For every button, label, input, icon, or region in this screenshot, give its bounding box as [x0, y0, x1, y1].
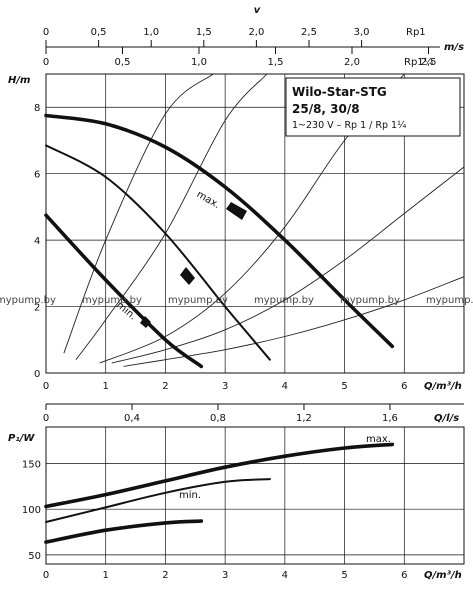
- pump-curve-max: [44, 113, 395, 349]
- main-x-tick-label: 5: [341, 381, 347, 392]
- watermark-text: mypump.by: [340, 295, 400, 306]
- max-speed-marker: [226, 202, 247, 220]
- lps-unit: Q/l/s: [434, 413, 459, 424]
- v-label: v: [254, 5, 261, 16]
- chart-title: Wilo-Star-STG: [292, 85, 387, 99]
- rp114-tick-label: 2,5: [421, 57, 437, 68]
- power-x-ticks: 0 1 2 3 4 5 6: [43, 570, 408, 581]
- power-curve-mid: [45, 478, 271, 523]
- power-y-axis-label: P₁/W: [8, 433, 35, 444]
- lps-ticks: 0 0,4 0,8 1,2 1,6: [43, 404, 398, 424]
- min-speed-marker: [140, 316, 151, 328]
- rp1-tick-label: 0,5: [91, 27, 107, 38]
- watermarks: mypump.by mypump.by mypump.by mypump.by mypu…: [0, 295, 473, 306]
- watermark-text: mypump.by: [82, 295, 142, 306]
- chart-supply: 1~230 V – Rp 1 / Rp 1¼: [292, 120, 406, 131]
- power-curves: [44, 442, 395, 544]
- pump-curve-mid: [45, 144, 271, 361]
- title-box: [285, 77, 461, 137]
- watermark-text: mypump.by: [254, 295, 314, 306]
- rp1-tick-label: 1,5: [196, 27, 212, 38]
- watermark-text: mypump.by: [0, 295, 56, 306]
- main-x-tick-label: 1: [103, 381, 109, 392]
- system-curve: [63, 73, 214, 354]
- pump-curves: [44, 113, 395, 369]
- watermark-text: mypump.by: [168, 295, 228, 306]
- lps-tick-label: 0: [43, 413, 49, 424]
- max-series-label: max.: [195, 189, 222, 211]
- power-y-tick-label: 50: [28, 551, 41, 562]
- main-x-ticks: 0 1 2 3 4 5 6: [43, 381, 408, 392]
- watermark-text: mypump.by: [426, 295, 473, 306]
- main-x-tick-label: 3: [222, 381, 228, 392]
- rp114-tick-label: 0: [43, 57, 49, 68]
- power-x-tick-label: 5: [341, 570, 347, 581]
- power-x-tick-label: 1: [103, 570, 109, 581]
- system-curve: [111, 166, 465, 364]
- v-unit: m/s: [444, 42, 464, 53]
- power-y-ticks: 50 100 150: [22, 460, 41, 562]
- lps-tick-label: 1,2: [296, 413, 312, 424]
- rp1-label: Rp1: [406, 27, 426, 38]
- head-flow-chart: 0 2 4 6 8 0 1 2 3 4 5 6 H/m Q/m³/h Wilo-Star-STG 2…: [0, 73, 473, 392]
- power-x-tick-label: 2: [162, 570, 168, 581]
- system-curve: [123, 276, 465, 367]
- main-plot-frame: [45, 73, 465, 374]
- lps-tick-label: 0,4: [124, 413, 140, 424]
- main-y-axis-label: H/m: [8, 75, 30, 86]
- power-min-label: min.: [179, 490, 201, 501]
- rp1-tick-label: 0: [43, 27, 49, 38]
- rp114-ticks: 0 0,5 1,0 1,5 2,0 2,5: [43, 47, 437, 68]
- main-x-tick-label: 6: [401, 381, 407, 392]
- power-y-tick-label: 100: [22, 505, 41, 516]
- rp1-ticks: 0 0,5 1,0 1,5 2,0 2,5 3,0: [43, 27, 370, 47]
- main-x-tick-label: 0: [43, 381, 49, 392]
- main-y-tick-label: 0: [34, 369, 40, 380]
- main-y-tick-label: 2: [34, 303, 40, 314]
- rp1-tick-label: 1,0: [143, 27, 159, 38]
- chart-models: 25/8, 30/8: [292, 102, 360, 116]
- rp1-tick-label: 2,5: [301, 27, 317, 38]
- power-x-tick-label: 0: [43, 570, 49, 581]
- power-max-label: max.: [366, 434, 391, 445]
- power-x-tick-label: 3: [222, 570, 228, 581]
- litres-per-second-scale: 0 0,4 0,8 1,2 1,6 Q/l/s: [43, 403, 464, 424]
- rp1-tick-label: 3,0: [354, 27, 370, 38]
- main-y-tick-label: 4: [34, 236, 40, 247]
- power-x-axis-label: Q/m³/h: [424, 570, 462, 581]
- lps-tick-label: 0,8: [210, 413, 226, 424]
- pump-curve-min: [44, 213, 204, 369]
- main-y-ticks: 0 2 4 6 8: [34, 103, 40, 380]
- rp114-tick-label: 1,5: [268, 57, 284, 68]
- power-plot-frame: [45, 426, 465, 565]
- power-x-tick-label: 4: [282, 570, 288, 581]
- power-y-tick-label: 150: [22, 460, 41, 471]
- power-grid: [46, 427, 464, 564]
- main-y-tick-label: 6: [34, 170, 40, 181]
- power-flow-chart: 50 100 150 0 1 2 3 4 5 6 P₁/W Q/m³/h max. min.: [8, 426, 465, 581]
- power-curve-max: [44, 442, 395, 509]
- main-x-axis-label: Q/m³/h: [424, 381, 462, 392]
- rp1-tick-label: 2,0: [248, 27, 264, 38]
- lps-tick-label: 1,6: [382, 413, 398, 424]
- mid-speed-marker: [180, 267, 195, 285]
- rp114-tick-label: 1,0: [191, 57, 207, 68]
- main-x-tick-label: 4: [282, 381, 288, 392]
- main-x-tick-label: 2: [162, 381, 168, 392]
- rp114-tick-label: 0,5: [115, 57, 131, 68]
- power-curve-min: [44, 519, 204, 544]
- power-x-tick-label: 6: [401, 570, 407, 581]
- main-y-tick-label: 8: [34, 103, 40, 114]
- velocity-scales: v m/s 0 0,5 1,0 1,5 2,0 2,5 3,0 Rp1 0 0,5 1,0 1,5…: [43, 5, 464, 68]
- rp114-tick-label: 2,0: [344, 57, 360, 68]
- rp114-label: Rp1¼: [404, 56, 434, 68]
